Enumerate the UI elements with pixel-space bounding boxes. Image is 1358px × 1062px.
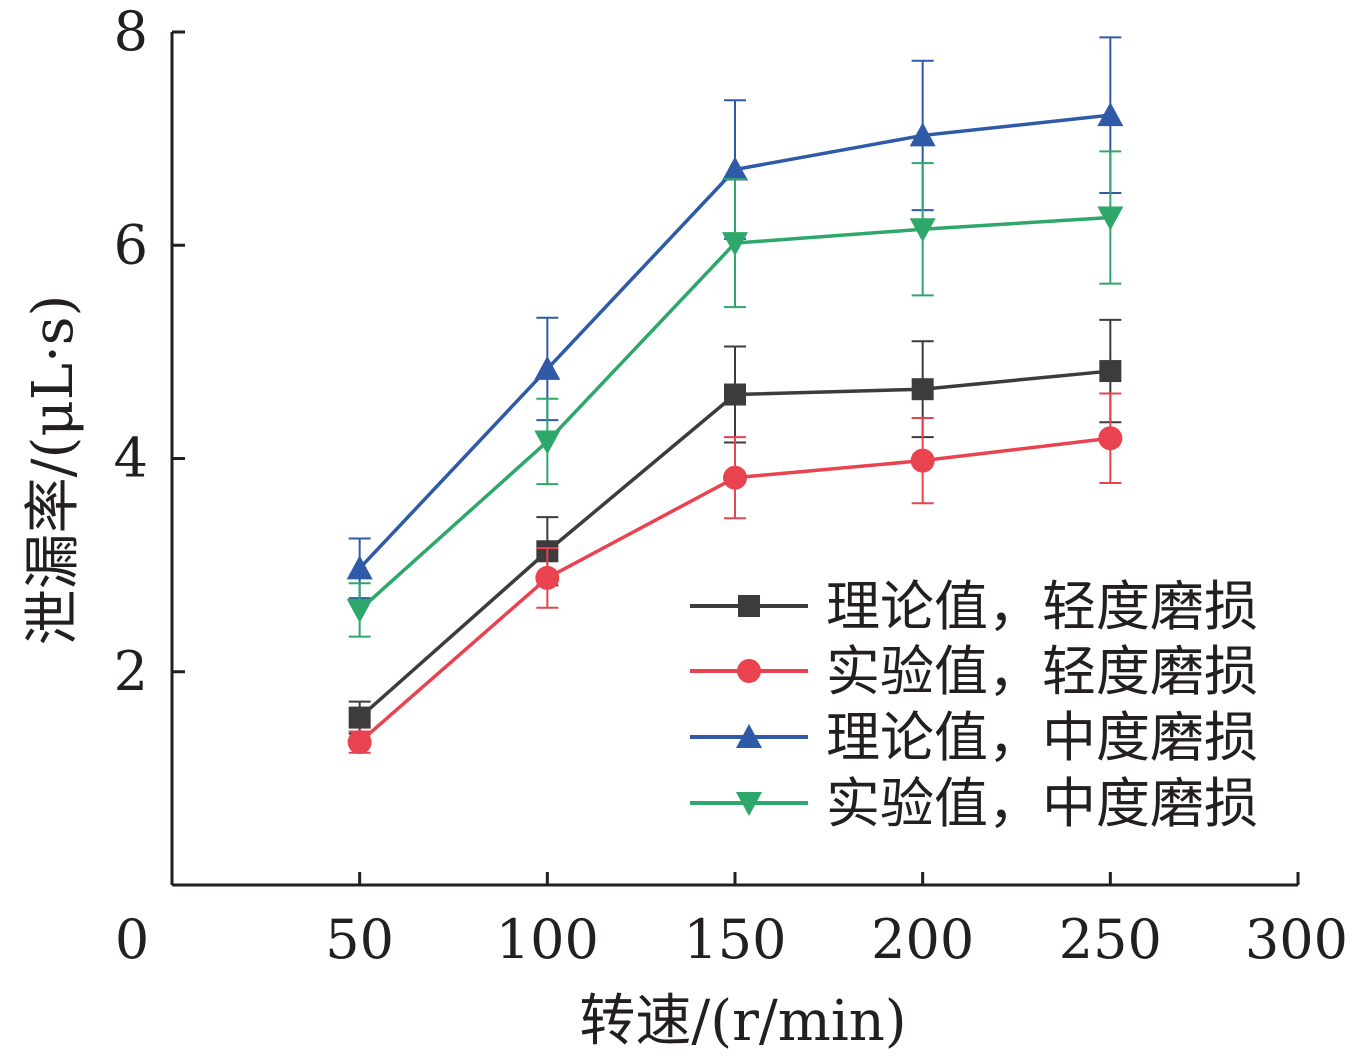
data-point [909,218,936,243]
x-tick-label: 150 [683,908,786,971]
legend-item: 理论值，轻度磨损 [690,575,1258,638]
x-tick-label: 100 [496,908,599,971]
data-point [722,232,748,257]
legend-marker [736,792,762,816]
legend-label: 实验值，轻度磨损 [826,640,1258,703]
x-tick-label: 200 [871,908,974,971]
data-point [535,565,560,590]
axes [170,30,1300,887]
series-layer [346,36,1124,755]
y-tick-label: 8 [114,0,148,63]
data-point [910,448,935,473]
legend-item: 实验值，轻度磨损 [690,640,1258,703]
data-point [1097,206,1124,231]
data-point [348,706,371,729]
legend-label: 理论值，中度磨损 [826,706,1258,769]
data-point [534,430,561,455]
series-2 [347,392,1123,755]
legend-marker [738,595,760,617]
legend-label: 实验值，中度磨损 [826,772,1258,835]
data-point [346,555,373,580]
data-point [722,156,748,181]
data-point [1099,360,1122,383]
x-tick-label: 300 [1245,908,1348,971]
series-4 [346,150,1124,638]
data-point [909,122,936,147]
data-point [347,730,372,755]
legend-marker [736,724,762,748]
y-tick-label: 2 [114,640,148,703]
legend-marker [737,659,761,683]
data-point [346,598,373,623]
data-point [911,378,934,401]
x-axis-title: 转速/(r/min) [579,989,906,1054]
legend-label: 理论值，轻度磨损 [826,575,1258,638]
x-tick-label: 250 [1059,908,1162,971]
data-point [723,465,747,490]
y-axis-title: 泄漏率/(μL·s) [21,295,86,646]
y-tick-label: 4 [114,427,148,490]
y-tick-label: 6 [114,213,148,276]
data-point [534,355,561,380]
x-tick-label: 0 [115,908,149,971]
data-point [1098,426,1123,451]
x-tick-label: 50 [325,908,394,971]
legend-item: 实验值，中度磨损 [690,772,1258,835]
legend-item: 理论值，中度磨损 [690,706,1258,769]
data-point [724,383,746,406]
data-point [1097,102,1124,127]
tick-labels: 2 4 6 8 0 50 100 150 200 250 300 [114,0,1348,971]
